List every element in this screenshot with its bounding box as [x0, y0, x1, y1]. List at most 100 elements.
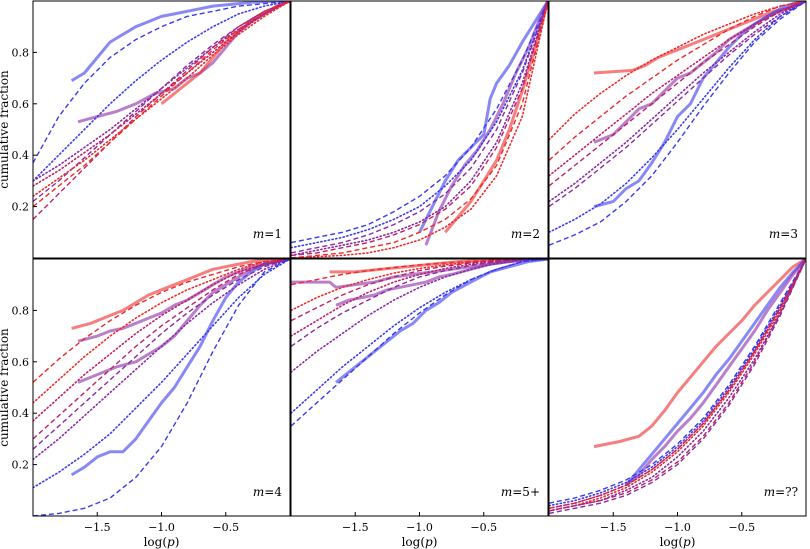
series-red-dashed-model: [291, 1, 548, 258]
series-group: [549, 259, 806, 515]
panel-label-value: =2: [522, 227, 540, 241]
panel-label-var: m: [764, 485, 775, 499]
x-axis-label-suffix: ): [433, 535, 438, 549]
x-tick-label: −1.0: [148, 521, 175, 534]
series-purple-empirical-upper: [77, 259, 290, 343]
x-axis-label-prefix: log(: [660, 535, 683, 549]
y-tick-label: 0.4: [12, 149, 30, 162]
panel-label-var: m: [769, 227, 780, 241]
series-blue-empirical: [335, 259, 548, 384]
panel-label: m=3: [769, 227, 798, 241]
y-tick-label: 0.6: [12, 98, 30, 111]
series-red-dashed-model: [33, 1, 290, 208]
panel-frame: [548, 0, 807, 259]
series-blue-dashed-model: [291, 1, 548, 244]
series-blue-dashed-model: [549, 259, 806, 504]
series-magenta-dotted-model: [549, 1, 806, 177]
series-purple-dotted-model: [33, 1, 290, 182]
panel-label-value: =1: [264, 227, 282, 241]
y-tick-label: 0.4: [12, 407, 30, 420]
y-tick-label: 0.6: [12, 356, 30, 369]
panel-label: m=??: [764, 485, 798, 499]
x-tick-label: −1.5: [84, 521, 111, 534]
series-red-dashed-model: [33, 259, 290, 383]
x-tick-label: −0.5: [470, 521, 497, 534]
series-red-empirical: [593, 259, 806, 449]
x-axis-label-prefix: log(: [402, 535, 425, 549]
series-magenta-dashed-model: [549, 259, 806, 512]
series-group: [33, 259, 290, 516]
panel-label: m=5+: [501, 485, 540, 499]
y-tick-label: 0.8: [12, 304, 30, 317]
panel-frame: [32, 0, 291, 259]
series-group: [33, 1, 290, 220]
x-tick-label: −1.0: [664, 521, 691, 534]
series-magenta-dashed-model: [291, 259, 548, 322]
y-axis-label: cumulative fraction: [0, 328, 11, 447]
series-red-dotted-model: [549, 259, 806, 512]
series-magenta-dashed-model: [291, 1, 548, 257]
panel-3: m=3: [548, 0, 807, 259]
series-red-dotted-model: [33, 259, 290, 404]
x-tick-label: −0.5: [728, 521, 755, 534]
series-blue-dotted-model: [549, 1, 806, 234]
series-purple-dashed-model: [549, 259, 806, 515]
series-red-dashed-model: [549, 1, 806, 161]
series-red-dashed-model: [291, 259, 548, 286]
series-group: [291, 1, 548, 258]
panel-label: m=1: [253, 227, 282, 241]
panel-label-value: =??: [775, 485, 798, 499]
panel-label-var: m: [511, 227, 522, 241]
x-tick-label: −1.0: [406, 521, 433, 534]
series-blue-dotted-model: [33, 1, 290, 182]
series-purple-empirical-2: [335, 259, 548, 307]
series-blue-dotted-model: [549, 259, 806, 507]
series-blue-dashed-model: [549, 1, 806, 246]
x-axis-label-var: p: [167, 535, 175, 549]
series-red-dotted-model: [549, 1, 806, 141]
series-red-empirical: [71, 259, 290, 330]
series-blue-dashed-model: [291, 259, 548, 427]
panel-2: m=2: [290, 0, 549, 259]
series-red-dotted-model: [33, 1, 290, 198]
y-tick-label: 0.2: [12, 201, 30, 214]
panel-4: 0.2 0.4 0.6 0.8 −1.5 −1.0 −0.5 m=4 cumulative fr…: [0, 258, 291, 549]
x-axis-label-var: p: [683, 535, 691, 549]
x-tick-label: −1.5: [600, 521, 627, 534]
panel-label-value: =3: [780, 227, 798, 241]
series-magenta-dotted-model: [291, 259, 548, 337]
series-blue-dotted-model: [291, 1, 548, 249]
series-purple-dotted-model: [291, 259, 548, 373]
y-tick-label: 0.2: [12, 459, 30, 472]
x-axis-label-prefix: log(: [144, 535, 167, 549]
series-group: [549, 1, 806, 246]
series-blue-empirical: [418, 1, 548, 233]
series-purple-dotted-model: [549, 1, 806, 203]
series-blue-dotted-model: [291, 259, 548, 414]
x-tick-label: −0.5: [212, 521, 239, 534]
series-purple-dashed-model: [291, 259, 548, 347]
series-magenta-dashed-model: [549, 1, 806, 187]
series-purple-dotted-model: [291, 1, 548, 257]
series-purple-empirical: [625, 259, 806, 487]
series-magenta-dashed-model: [33, 1, 290, 220]
series-red-dotted-model: [291, 1, 548, 258]
series-blue-empirical: [70, 259, 290, 477]
x-axis-label-var: p: [425, 535, 433, 549]
series-purple-dashed-model: [33, 259, 290, 450]
panel-label-var: m: [501, 485, 512, 499]
series-blue-dotted-model: [33, 259, 290, 489]
series-blue-dashed-model: [33, 259, 290, 516]
series-blue-dashed-model: [33, 1, 290, 164]
series-red-empirical: [444, 1, 548, 234]
panel-label-value: =4: [264, 485, 282, 499]
panel-label-value: =5+: [512, 485, 540, 499]
series-blue-empirical: [624, 259, 806, 487]
panel-frame: [290, 0, 549, 259]
panel-label: m=2: [511, 227, 540, 241]
panel-label-var: m: [253, 227, 264, 241]
y-axis-label: cumulative fraction: [0, 70, 11, 189]
panel-6: −1.5 −1.0 −0.5 m=?? log(p): [548, 258, 807, 549]
